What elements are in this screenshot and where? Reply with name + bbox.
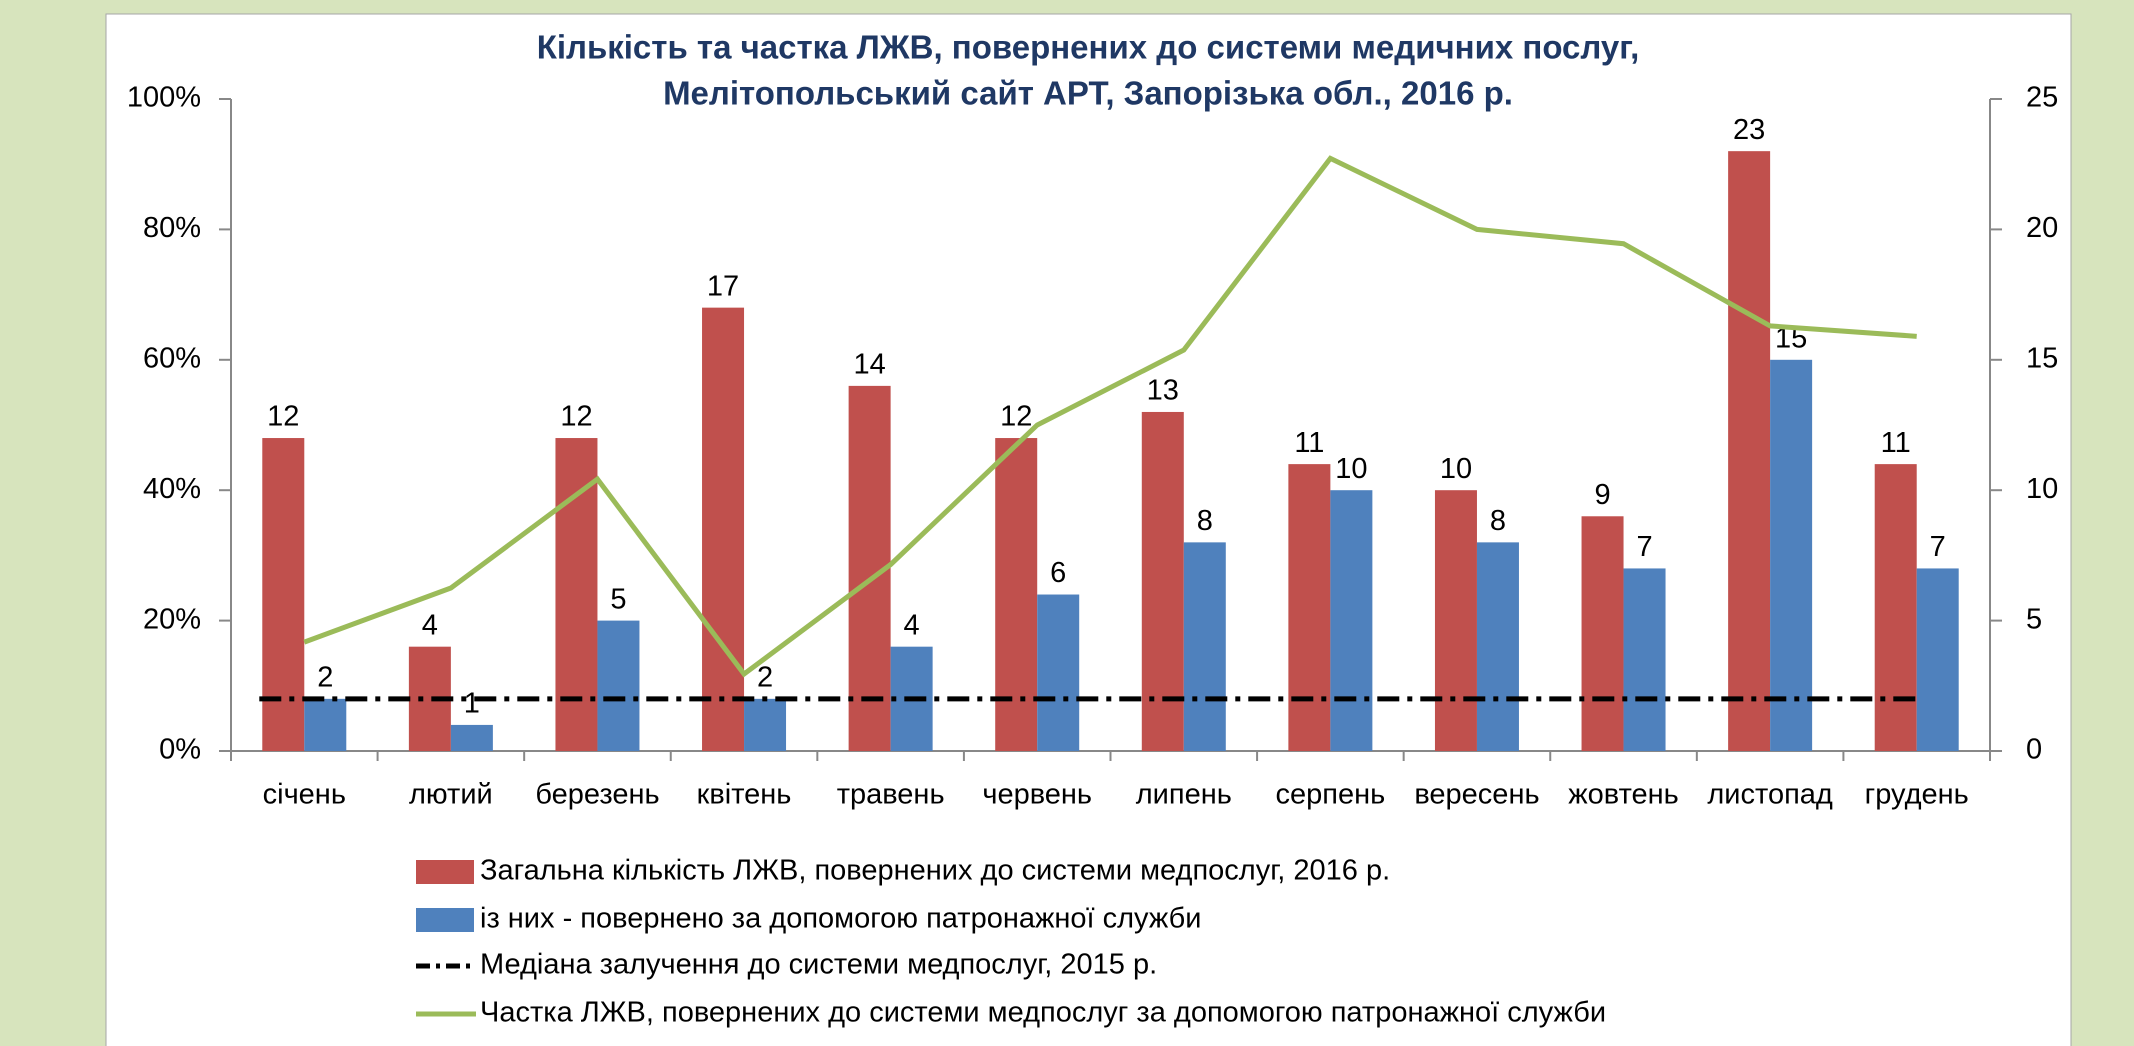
x-tick-label: липень	[1136, 779, 1232, 811]
data-label: 6	[1050, 557, 1066, 589]
data-label: 23	[1733, 114, 1765, 146]
data-label: 10	[1440, 453, 1472, 485]
legend-label: Частка ЛЖВ, повернених до системи медпос…	[480, 997, 1606, 1029]
y-tick-label: 80%	[143, 212, 201, 244]
chart-subtitle: Мелітопольський сайт АРТ, Запорізька обл…	[663, 75, 1513, 112]
data-label: 8	[1490, 505, 1506, 537]
x-tick-label: червень	[982, 779, 1092, 811]
bar	[450, 724, 493, 751]
x-tick-label: вересень	[1414, 779, 1539, 811]
bar	[1330, 490, 1373, 751]
data-label: 1	[464, 688, 480, 720]
x-tick-label: березень	[535, 779, 659, 811]
data-label: 9	[1594, 479, 1610, 511]
data-label: 7	[1930, 531, 1946, 563]
y2-tick-label: 20	[2026, 212, 2058, 244]
data-label: 10	[1335, 453, 1367, 485]
x-tick-label: квітень	[697, 779, 792, 811]
data-label: 5	[610, 583, 626, 615]
legend-label: із них - повернено за допомогою патронаж…	[480, 903, 1201, 935]
bar	[1770, 359, 1813, 751]
data-label: 11	[1881, 427, 1911, 459]
x-tick-label: грудень	[1865, 779, 1969, 811]
data-label: 7	[1636, 531, 1652, 563]
bar	[1728, 151, 1771, 751]
legend-swatch	[416, 860, 474, 884]
bar	[1037, 594, 1080, 751]
data-label: 2	[317, 661, 333, 693]
y2-tick-label: 25	[2026, 82, 2058, 114]
data-label: 4	[904, 609, 920, 641]
bar	[1916, 568, 1959, 751]
x-tick-label: лютий	[409, 779, 493, 811]
x-tick-label: жовтень	[1568, 779, 1679, 811]
y2-tick-label: 5	[2026, 603, 2042, 635]
data-label: 12	[1000, 401, 1032, 433]
y2-tick-label: 0	[2026, 734, 2042, 766]
data-label: 14	[853, 349, 885, 381]
bar	[304, 698, 347, 751]
bar	[1623, 568, 1666, 751]
data-label: 12	[560, 401, 592, 433]
bar	[1288, 464, 1331, 751]
bar	[744, 698, 787, 751]
y2-tick-label: 15	[2026, 342, 2058, 374]
y-tick-label: 20%	[143, 603, 201, 635]
y-tick-label: 60%	[143, 342, 201, 374]
bar	[995, 438, 1038, 751]
legend-label: Загальна кількість ЛЖВ, повернених до си…	[480, 855, 1390, 887]
bar	[1434, 490, 1477, 751]
bar	[1141, 411, 1184, 751]
data-label: 2	[757, 661, 773, 693]
line-series	[303, 155, 1917, 678]
y2-tick-label: 10	[2026, 473, 2058, 505]
bar	[1476, 542, 1519, 751]
y-tick-label: 100%	[127, 82, 201, 114]
bar	[1183, 542, 1226, 751]
bar	[1581, 516, 1624, 751]
x-tick-label: листопад	[1707, 779, 1833, 811]
legend-label: Медіана залучення до системи медпослуг, …	[480, 949, 1157, 981]
legend-swatch	[416, 908, 474, 932]
data-label: 17	[707, 270, 739, 302]
chart-title: Кількість та частка ЛЖВ, повернених до с…	[537, 29, 1640, 66]
bar	[262, 438, 305, 751]
bar	[1874, 464, 1917, 751]
data-label: 4	[422, 609, 438, 641]
bar	[597, 620, 640, 751]
data-label: 8	[1197, 505, 1213, 537]
y-tick-label: 0%	[159, 734, 201, 766]
x-tick-label: січень	[263, 779, 346, 811]
data-label: 13	[1147, 375, 1179, 407]
x-tick-label: травень	[837, 779, 945, 811]
y-tick-label: 40%	[143, 473, 201, 505]
bar	[702, 307, 745, 751]
data-label: 12	[267, 401, 299, 433]
data-label: 11	[1294, 427, 1324, 459]
x-tick-label: серпень	[1276, 779, 1386, 811]
